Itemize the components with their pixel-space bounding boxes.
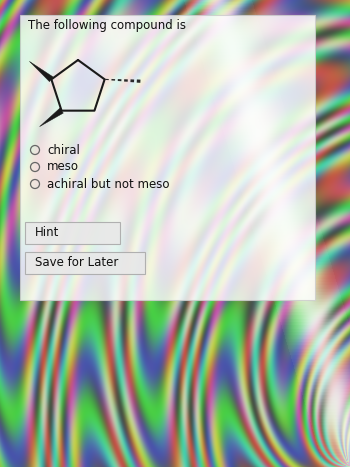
Text: achiral but not meso: achiral but not meso bbox=[47, 177, 169, 191]
Text: meso: meso bbox=[47, 161, 79, 174]
Text: chiral: chiral bbox=[47, 143, 80, 156]
Text: Save for Later: Save for Later bbox=[35, 256, 118, 269]
Text: The following compound is: The following compound is bbox=[28, 19, 186, 32]
FancyBboxPatch shape bbox=[25, 252, 145, 274]
Polygon shape bbox=[40, 108, 63, 127]
Text: Hint: Hint bbox=[35, 226, 60, 240]
Polygon shape bbox=[29, 61, 53, 82]
FancyBboxPatch shape bbox=[20, 15, 315, 300]
FancyBboxPatch shape bbox=[25, 222, 120, 244]
